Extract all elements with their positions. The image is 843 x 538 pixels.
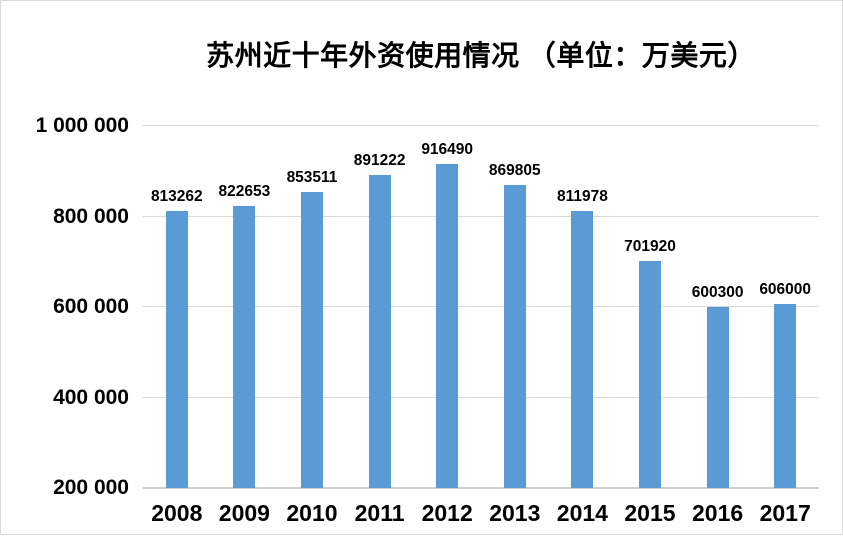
y-tick-label: 600 000 — [53, 295, 129, 318]
bar — [436, 163, 459, 488]
bar-value-label: 811978 — [556, 188, 608, 206]
bar-value-label: 600300 — [691, 283, 744, 301]
y-tick-label: 1 000 000 — [35, 114, 129, 137]
bar-value-label: 891222 — [353, 152, 406, 170]
bar-value-label: 869805 — [488, 161, 541, 179]
bar — [774, 304, 797, 488]
x-tick-label: 2016 — [692, 500, 744, 526]
gridline — [143, 215, 819, 217]
bar-value-label: 853511 — [286, 169, 338, 187]
bar — [503, 184, 526, 488]
bar-value-label: 822653 — [218, 183, 271, 201]
bar-value-label: 813262 — [150, 187, 203, 205]
x-tick-label: 2014 — [556, 500, 608, 526]
x-axis-line — [143, 487, 819, 489]
bar — [301, 192, 323, 488]
bar — [639, 260, 661, 488]
bar-value-label: 606000 — [759, 281, 812, 299]
bar — [571, 211, 594, 488]
bar-value-label: 701920 — [624, 237, 676, 255]
x-tick-label: 2008 — [151, 500, 203, 526]
x-tick-label: 2009 — [218, 500, 270, 526]
y-tick-label: 200 000 — [53, 476, 129, 499]
chart-title: 苏州近十年外资使用情况 （单位：万美元） — [206, 40, 756, 71]
gridline — [143, 306, 819, 307]
x-tick-label: 2017 — [759, 500, 811, 526]
bar — [165, 210, 188, 488]
bar — [368, 175, 391, 488]
gridline — [143, 396, 819, 398]
x-tick-label: 2012 — [421, 500, 473, 526]
gridline — [143, 125, 819, 126]
bar — [706, 306, 729, 488]
x-tick-label: 2010 — [286, 500, 338, 526]
x-tick-label: 2011 — [354, 500, 405, 526]
plot-area: 813262 822653 853511 891222 916490 869805 8119… — [143, 125, 819, 489]
y-tick-label: 800 000 — [53, 204, 129, 228]
x-tick-label: 2015 — [624, 500, 676, 526]
bar — [233, 206, 256, 488]
y-tick-label: 400 000 — [53, 385, 129, 409]
bar-value-label: 916490 — [421, 140, 474, 158]
x-tick-label: 2013 — [489, 500, 541, 526]
